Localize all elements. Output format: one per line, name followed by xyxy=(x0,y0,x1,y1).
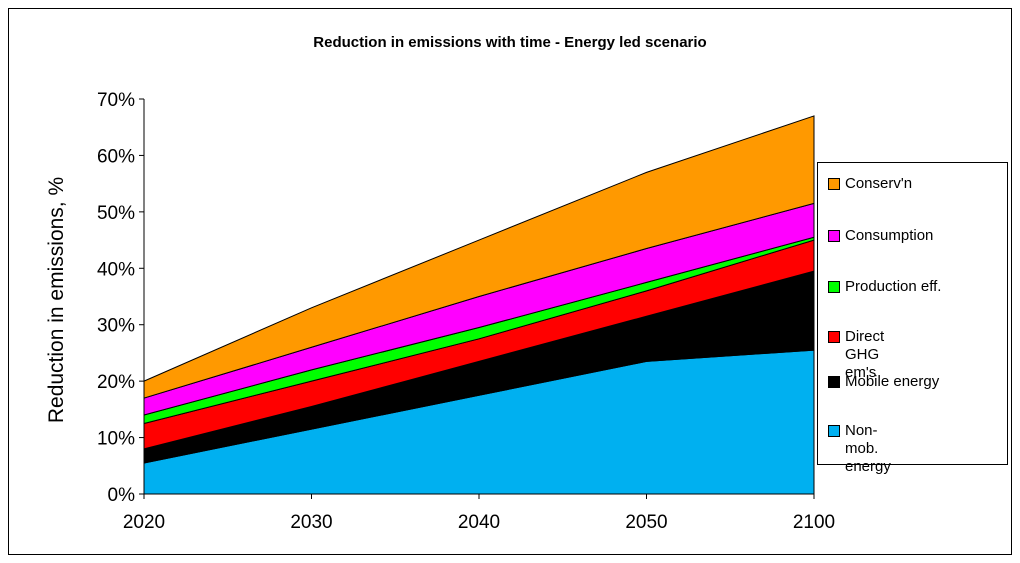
legend-label: Conserv'n xyxy=(845,175,913,192)
legend-label: Non-mob. energy xyxy=(845,422,891,475)
legend-swatch xyxy=(828,425,840,437)
y-tick-label: 10% xyxy=(97,429,135,450)
legend-item: Mobile energy xyxy=(828,373,998,391)
legend-item: Production eff. xyxy=(828,278,998,296)
legend-label: Consumption xyxy=(845,227,934,244)
y-tick-label: 30% xyxy=(97,316,135,337)
legend-item: Conserv'n xyxy=(828,175,998,193)
x-tick-label: 2040 xyxy=(458,512,500,533)
legend: Conserv'n Consumption Production eff. Direc… xyxy=(817,162,1008,475)
legend-item: Direct GHG em's xyxy=(828,328,908,382)
x-tick-label: 2020 xyxy=(123,512,165,533)
x-tick-label: 2100 xyxy=(793,512,835,533)
legend-swatch xyxy=(828,230,840,242)
chart-title: Reduction in emissions with time - Energ… xyxy=(313,34,707,51)
x-tick-label: 2050 xyxy=(625,512,667,533)
legend-label: Production eff. xyxy=(845,278,942,295)
y-tick-label: 20% xyxy=(97,372,135,393)
legend-label: Direct GHG em's xyxy=(845,328,885,381)
chart-frame xyxy=(8,8,1012,555)
x-tick-label: 2030 xyxy=(290,512,332,533)
area-series-5 xyxy=(143,115,815,399)
legend-item: Non-mob. energy xyxy=(828,422,908,476)
legend-item: Consumption xyxy=(828,227,998,245)
legend-swatch xyxy=(828,331,840,343)
y-tick-label: 0% xyxy=(108,485,136,506)
legend-swatch xyxy=(828,178,840,190)
y-tick-label: 40% xyxy=(97,259,135,280)
legend-label: Mobile energy xyxy=(845,373,940,390)
legend-swatch xyxy=(828,281,840,293)
y-tick-label: 70% xyxy=(97,90,135,111)
y-tick-label: 50% xyxy=(97,203,135,224)
legend-swatch xyxy=(828,376,840,388)
y-tick-label: 60% xyxy=(97,146,135,167)
